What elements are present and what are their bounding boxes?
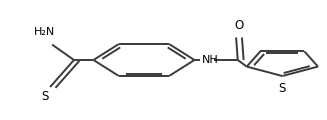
Text: S: S (279, 82, 286, 95)
Text: NH: NH (202, 55, 219, 65)
Text: S: S (41, 90, 48, 103)
Text: O: O (234, 18, 243, 32)
Text: H₂N: H₂N (34, 27, 55, 37)
